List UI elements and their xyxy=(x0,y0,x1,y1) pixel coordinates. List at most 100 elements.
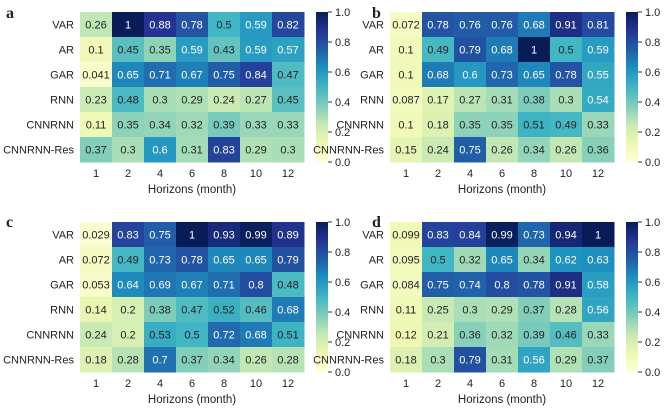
heatmap-cell xyxy=(422,247,455,273)
heatmap-cell xyxy=(454,87,487,113)
cell-value-label: 0.46 xyxy=(245,305,266,317)
heatmap-cell xyxy=(112,12,145,38)
heatmap-cell xyxy=(272,272,305,298)
heatmap-cell xyxy=(80,222,113,248)
heatmap-cell xyxy=(208,222,241,248)
heatmap-cell xyxy=(240,12,273,38)
cell-value-label: 0.095 xyxy=(392,255,420,267)
y-tick-label: VAR xyxy=(52,230,74,242)
cell-value-label: 0.72 xyxy=(213,330,234,342)
heatmap-cell xyxy=(176,247,209,273)
x-tick-label: 2 xyxy=(125,378,131,390)
cell-value-label: 0.91 xyxy=(555,280,576,292)
cell-value-label: 1 xyxy=(125,20,131,32)
x-axis-title: Horizons (month) xyxy=(458,394,546,406)
cell-value-label: 0.43 xyxy=(213,45,234,57)
heatmap-cell xyxy=(550,322,583,348)
cell-value-label: 0.36 xyxy=(459,330,480,342)
cell-value-label: 0.34 xyxy=(149,120,170,132)
heatmap-cell xyxy=(518,322,551,348)
heatmap-cell xyxy=(176,272,209,298)
x-tick-label: 2 xyxy=(125,168,131,180)
y-tick-label: GAR xyxy=(50,70,74,82)
heatmap-cell xyxy=(176,222,209,248)
heatmap-cell xyxy=(454,137,487,163)
colorbar-tick-label: 0.0 xyxy=(645,157,660,169)
heatmap-cell xyxy=(454,247,487,273)
heatmap-cell xyxy=(550,272,583,298)
cell-value-label: 0.59 xyxy=(245,20,266,32)
heatmap-cell xyxy=(272,37,305,63)
cell-value-label: 0.35 xyxy=(459,120,480,132)
heatmap-cell xyxy=(454,12,487,38)
cell-value-label: 1 xyxy=(595,230,601,242)
x-tick-label: 6 xyxy=(499,168,505,180)
cell-value-label: 0.75 xyxy=(213,70,234,82)
cell-value-label: 0.78 xyxy=(181,255,202,267)
y-tick-label: GAR xyxy=(360,70,384,82)
heatmap-cell xyxy=(582,347,615,373)
cell-value-label: 0.78 xyxy=(181,20,202,32)
colorbar-tick-label: 0.6 xyxy=(335,277,350,289)
heatmap-cell xyxy=(582,112,615,138)
cell-value-label: 0.3 xyxy=(558,95,573,107)
heatmap-cell xyxy=(454,322,487,348)
heatmap-cell xyxy=(486,347,519,373)
y-tick-label: CNNRNN xyxy=(336,330,384,342)
cell-value-label: 0.6 xyxy=(152,145,167,157)
heatmap-cell xyxy=(144,112,177,138)
heatmap-cell xyxy=(112,62,145,88)
cell-value-label: 0.75 xyxy=(459,145,480,157)
cell-value-label: 0.57 xyxy=(277,45,298,57)
heatmap-cell xyxy=(454,37,487,63)
cell-value-label: 0.34 xyxy=(523,255,544,267)
y-tick-label: CNNRNN-Res xyxy=(3,355,74,367)
cell-value-label: 0.21 xyxy=(427,330,448,342)
y-tick-label: CNNRNN xyxy=(336,120,384,132)
y-tick-label: AR xyxy=(59,45,74,57)
x-tick-label: 12 xyxy=(282,378,294,390)
colorbar-tick-label: 0.8 xyxy=(335,247,350,259)
cell-value-label: 0.3 xyxy=(152,95,167,107)
cell-value-label: 0.79 xyxy=(277,255,298,267)
heatmap-cell xyxy=(582,247,615,273)
cell-value-label: 0.71 xyxy=(213,280,234,292)
heatmap-cell xyxy=(422,112,455,138)
heatmap-cell xyxy=(208,37,241,63)
cell-value-label: 0.59 xyxy=(181,45,202,57)
cell-value-label: 0.73 xyxy=(149,255,170,267)
cell-value-label: 0.65 xyxy=(245,255,266,267)
heatmap-cell xyxy=(422,37,455,63)
cell-value-label: 0.14 xyxy=(85,305,106,317)
heatmap-cell xyxy=(144,347,177,373)
heatmap-cell xyxy=(422,12,455,38)
cell-value-label: 0.26 xyxy=(491,145,512,157)
heatmap-cell xyxy=(550,247,583,273)
heatmap-cell xyxy=(208,12,241,38)
heatmap-cell xyxy=(390,37,423,63)
heatmap-cell xyxy=(112,322,145,348)
cell-value-label: 0.91 xyxy=(555,20,576,32)
cell-value-label: 0.48 xyxy=(117,95,138,107)
y-tick-label: RNN xyxy=(360,95,384,107)
cell-value-label: 0.73 xyxy=(491,70,512,82)
heatmap-cell xyxy=(80,12,113,38)
cell-value-label: 0.18 xyxy=(395,355,416,367)
x-tick-label: 4 xyxy=(157,378,163,390)
cell-value-label: 0.28 xyxy=(277,355,298,367)
cell-value-label: 0.37 xyxy=(523,305,544,317)
heatmap-cell xyxy=(112,272,145,298)
colorbar-tick-label: 0.4 xyxy=(335,97,350,109)
cell-value-label: 0.28 xyxy=(555,305,576,317)
cell-value-label: 0.8 xyxy=(494,280,509,292)
x-tick-label: 10 xyxy=(250,168,262,180)
cell-value-label: 0.32 xyxy=(459,255,480,267)
heatmap-cell xyxy=(240,62,273,88)
cell-value-label: 0.37 xyxy=(181,355,202,367)
heatmap-cell xyxy=(272,222,305,248)
x-tick-label: 2 xyxy=(435,378,441,390)
y-tick-label: AR xyxy=(59,255,74,267)
heatmap-cell xyxy=(390,137,423,163)
y-tick-label: VAR xyxy=(52,20,74,32)
cell-value-label: 0.65 xyxy=(117,70,138,82)
